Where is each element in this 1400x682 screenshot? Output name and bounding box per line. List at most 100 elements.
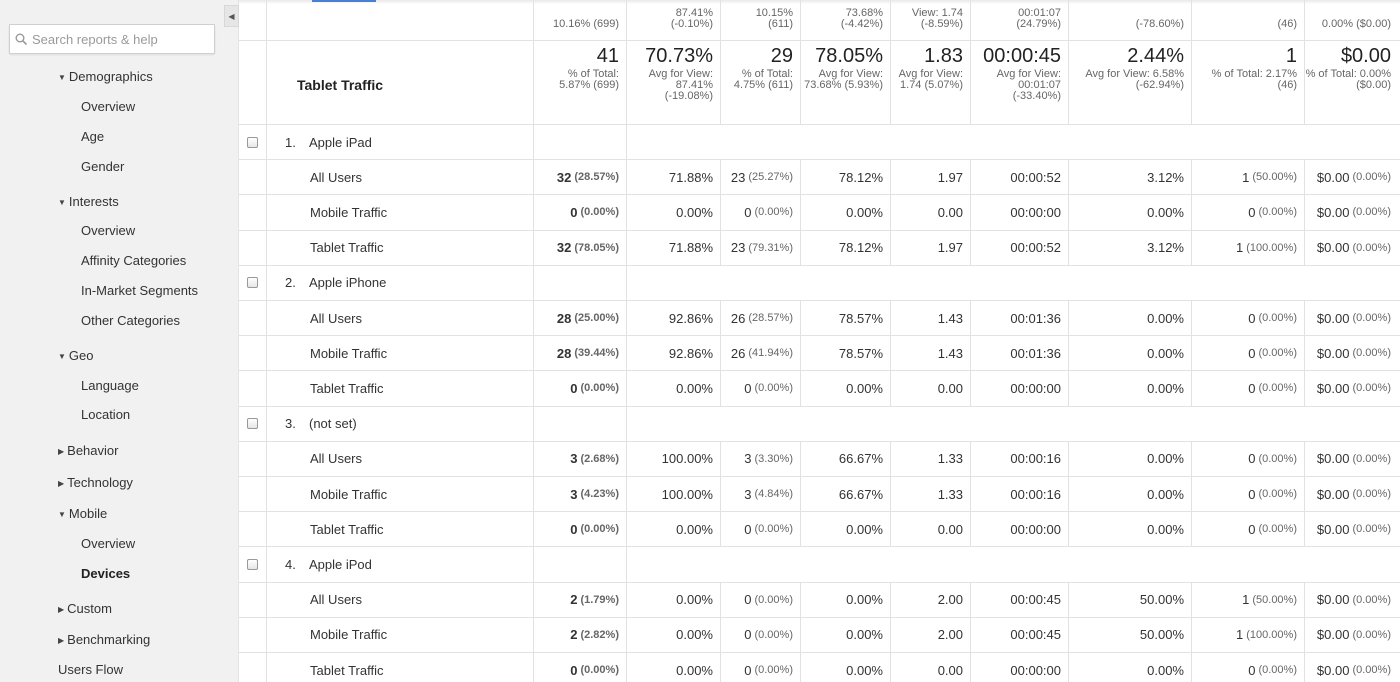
metric-value: 2 — [570, 592, 578, 608]
nav-age[interactable]: Age — [81, 129, 105, 144]
metric-cell-users: 3 (2.68%) — [534, 441, 627, 476]
nav-users-flow[interactable]: Users Flow — [58, 662, 124, 677]
summary-label: Tablet Traffic — [267, 41, 534, 124]
metric-percent: (3.30%) — [754, 452, 793, 465]
metric-percent: (0.00%) — [754, 206, 793, 219]
table-row: All Users 28 (25.00%) 92.86% 26 (28.57%) 78.57… — [239, 301, 1400, 337]
metric-value: $0.00 — [1316, 204, 1350, 220]
metric-cell-users: 3 (4.23%) — [534, 477, 627, 512]
nav-geo[interactable]: ▼ Geo — [58, 348, 94, 363]
metric-value: 0.00% — [1147, 345, 1184, 361]
metric-value: 78.57% — [838, 310, 883, 326]
nav-demographics-overview[interactable]: Overview — [81, 99, 136, 114]
caret-down-icon: ▼ — [58, 510, 66, 519]
table-row: All Users 3 (2.68%) 100.00% 3 (3.30%) 66.67% 1.… — [239, 441, 1400, 477]
metric-cell-goal: 0 (0.00%) — [1192, 195, 1305, 230]
metric-cell-pages: 1.43 — [891, 301, 971, 336]
metric-cell-pct_new: 0.00% — [801, 195, 891, 230]
nav-language[interactable]: Language — [81, 378, 139, 393]
metric-cell-pct_new: 0.00% — [801, 617, 891, 652]
nav-mobile-overview[interactable]: Overview — [81, 536, 136, 551]
nav-benchmarking[interactable]: ▶ Benchmarking — [58, 632, 150, 647]
metric-cell-conv: 0.00% — [1069, 512, 1192, 547]
row-checkbox[interactable] — [247, 277, 258, 289]
segment-label: Mobile Traffic — [267, 336, 534, 371]
metric-percent: (0.00%) — [754, 523, 793, 536]
nav-in-market-segments[interactable]: In-Market Segments — [81, 283, 199, 298]
device-name-cell[interactable]: 3. (not set) — [267, 406, 534, 441]
device-name-cell[interactable]: 1. Apple iPad — [267, 125, 534, 160]
row-checkbox[interactable] — [247, 418, 258, 430]
table-row-group: 2. Apple iPhone — [239, 265, 1400, 301]
metric-percent: (0.00%) — [1352, 312, 1391, 325]
metric-cell-rev: $0.00 (0.00%) — [1305, 231, 1398, 265]
metric-cell-dur: 00:00:00 — [971, 512, 1069, 547]
metric-percent: (0.00%) — [580, 523, 619, 536]
metric-percent: (0.00%) — [1258, 523, 1297, 536]
summary-pct-new: 78.05% Avg for View: 73.68% (5.93%) — [801, 41, 891, 124]
row-checkbox[interactable] — [247, 558, 258, 570]
metric-value: 00:00:52 — [1010, 169, 1061, 185]
nav-interests[interactable]: ▼ Interests — [58, 194, 119, 209]
metric-value: 0.00% — [676, 204, 713, 220]
metric-value: 0.00% — [676, 521, 713, 537]
nav-gender[interactable]: Gender — [81, 159, 125, 174]
search-input[interactable] — [32, 31, 202, 47]
metric-percent: (0.00%) — [1352, 664, 1391, 677]
checkbox-cell — [239, 230, 267, 265]
nav-affinity-categories[interactable]: Affinity Categories — [81, 253, 187, 268]
metric-cell-goal: 1 (50.00%) — [1192, 582, 1305, 617]
summary-users: 41% of Total: 5.87% (699) — [534, 41, 627, 124]
metric-value: 2.00 — [937, 592, 963, 608]
metric-value: $0.00 — [1316, 451, 1350, 467]
nav-interests-overview[interactable]: Overview — [81, 223, 136, 238]
search-box[interactable] — [9, 24, 215, 54]
metric-cell-pages: 2.00 — [891, 582, 971, 617]
device-name-cell[interactable]: 2. Apple iPhone — [267, 265, 534, 300]
metric-cell-users: 2 (2.82%) — [534, 617, 627, 652]
nav-mobile[interactable]: ▼ Mobile — [58, 506, 107, 521]
nav-technology[interactable]: ▶ Technology — [58, 475, 133, 490]
metric-percent: (25.00%) — [574, 312, 619, 325]
metric-cell-rev: $0.00 (0.00%) — [1305, 512, 1398, 546]
nav-behavior[interactable]: ▶ Behavior — [58, 443, 118, 458]
metric-cell-rev: $0.00 (0.00%) — [1305, 477, 1398, 511]
metric-value: $0.00 — [1316, 592, 1350, 608]
metric-percent: (100.00%) — [1246, 628, 1297, 641]
metric-value: 50.00% — [1139, 592, 1184, 608]
sidebar: ◀ ▼Demographics Overview Age Gender ▼Int… — [0, 0, 239, 682]
metric-cell-bounce: 100.00% — [627, 477, 721, 512]
metric-cell-rev: $0.00 (0.00%) — [1305, 583, 1398, 617]
metric-percent: (79.31%) — [748, 241, 793, 254]
header-shadow — [239, 0, 1400, 4]
nav-devices[interactable]: Devices — [81, 566, 131, 581]
metric-value: 0.00% — [1147, 204, 1184, 220]
metric-cell: View: 1.74 (-8.59%) — [891, 0, 971, 40]
metric-value: $0.00 — [1316, 240, 1350, 256]
metric-cell-goal: 1 (100.00%) — [1192, 230, 1305, 265]
triangle-left-icon[interactable]: ◀ — [224, 5, 239, 27]
metric-cell-conv: 50.00% — [1069, 617, 1192, 652]
nav-location[interactable]: Location — [81, 407, 131, 422]
device-name-cell[interactable]: 4. Apple iPod — [267, 547, 534, 582]
segment-label: All Users — [267, 441, 534, 476]
summary-row-partial: 10.16% (699) 87.41% (-0.10%) 10.15% (611) … — [239, 0, 1400, 41]
metric-percent: (78.05%) — [574, 241, 619, 254]
metric-percent: (50.00%) — [1252, 593, 1297, 606]
nav-other-categories[interactable]: Other Categories — [81, 313, 180, 328]
metric-value: 0.00% — [846, 380, 883, 396]
nav-label: Behavior — [67, 443, 119, 458]
caret-right-icon: ▶ — [58, 605, 65, 614]
metric-cell-pages: 1.97 — [891, 230, 971, 265]
metric-value: 0 — [1248, 486, 1256, 502]
metric-cell-pct_new: 78.57% — [801, 301, 891, 336]
metric-cell-conv: 0.00% — [1069, 301, 1192, 336]
metric-value: 00:00:16 — [1010, 451, 1061, 467]
metric-percent: (0.00%) — [1352, 206, 1391, 219]
nav-custom[interactable]: ▶ Custom — [58, 601, 112, 616]
metric-value: 2.00 — [937, 627, 963, 643]
metric-cell-new: 0 (0.00%) — [721, 653, 801, 682]
metric-percent: (0.00%) — [580, 382, 619, 395]
nav-demographics[interactable]: ▼ Demographics — [58, 69, 153, 84]
row-checkbox[interactable] — [247, 136, 258, 148]
